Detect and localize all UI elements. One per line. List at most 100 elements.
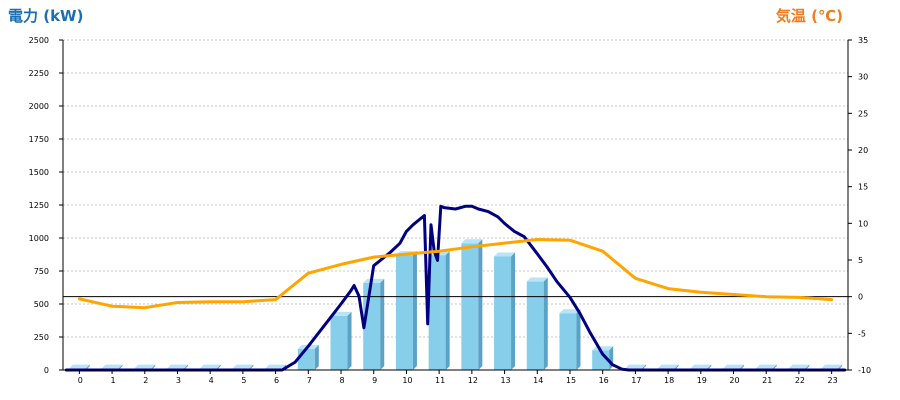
- x-tick-label: 18: [664, 376, 674, 385]
- left-tick-label: 2250: [29, 69, 49, 78]
- bar-side: [412, 251, 417, 370]
- bar: [330, 311, 352, 370]
- bar-side: [543, 277, 548, 370]
- bar-front: [494, 256, 512, 370]
- x-tick-label: 1: [111, 376, 116, 385]
- right-tick-label: 5: [858, 256, 863, 265]
- bar-top: [232, 364, 254, 369]
- x-tick-label: 20: [729, 376, 739, 385]
- bar-top: [788, 364, 810, 369]
- bar-top: [199, 364, 221, 369]
- bar-front: [395, 255, 413, 370]
- x-tick-label: 5: [241, 376, 246, 385]
- bar-front: [461, 243, 479, 370]
- bar-top: [101, 364, 123, 369]
- x-tick-label: 10: [402, 376, 412, 385]
- left-axis-title: 電力 (kW): [8, 7, 83, 25]
- x-tick-label: 6: [274, 376, 279, 385]
- bar-top: [68, 364, 90, 369]
- x-tick-label: 0: [78, 376, 83, 385]
- bar-top: [559, 309, 581, 314]
- bar-top: [265, 364, 287, 369]
- power-line: [64, 204, 847, 372]
- bar-side: [478, 239, 483, 370]
- left-tick-label: 250: [34, 333, 49, 342]
- x-tick-label: 4: [209, 376, 214, 385]
- left-tick-label: 500: [34, 300, 49, 309]
- bar-top: [461, 239, 483, 244]
- left-tick-label: 2500: [29, 36, 49, 45]
- left-tick-label: 0: [44, 366, 49, 375]
- bar-side: [511, 252, 516, 370]
- bar-top: [821, 364, 843, 369]
- x-tick-label: 2: [143, 376, 148, 385]
- x-tick-label: 22: [795, 376, 805, 385]
- bar-front: [428, 255, 446, 370]
- bar: [526, 277, 548, 370]
- right-tick-label: -5: [858, 329, 866, 338]
- axes: [59, 39, 852, 374]
- bar: [461, 239, 483, 370]
- x-tick-label: 23: [828, 376, 838, 385]
- right-tick-label: 10: [858, 219, 868, 228]
- x-tick-label: 9: [372, 376, 377, 385]
- tick-labels: 02505007501000125015001750200022502500-1…: [29, 36, 871, 385]
- bar-top: [526, 277, 548, 282]
- x-tick-label: 19: [697, 376, 707, 385]
- right-tick-label: 15: [858, 183, 868, 192]
- x-tick-label: 3: [176, 376, 181, 385]
- x-tick-label: 16: [599, 376, 609, 385]
- bar-side: [380, 278, 385, 370]
- x-tick-label: 13: [500, 376, 510, 385]
- temperature-line: [77, 238, 834, 310]
- left-tick-label: 2000: [29, 102, 49, 111]
- bar-front: [559, 313, 577, 370]
- bar: [363, 278, 385, 370]
- bar-series: [68, 239, 843, 370]
- left-tick-label: 1750: [29, 135, 49, 144]
- bar: [559, 309, 581, 370]
- bar-side: [609, 346, 614, 370]
- bar-top: [134, 364, 156, 369]
- left-tick-label: 1250: [29, 201, 49, 210]
- right-tick-label: 30: [858, 73, 868, 82]
- bar-side: [314, 344, 319, 370]
- bar-top: [166, 364, 188, 369]
- bar-top: [624, 364, 646, 369]
- bar-top: [657, 364, 679, 369]
- right-tick-label: -10: [858, 366, 871, 375]
- x-tick-label: 11: [435, 376, 445, 385]
- bar-top: [690, 364, 712, 369]
- right-tick-label: 0: [858, 293, 863, 302]
- line-series: [64, 204, 847, 372]
- left-tick-label: 1000: [29, 234, 49, 243]
- bar-side: [347, 311, 352, 370]
- bar-top: [363, 278, 385, 283]
- bar: [592, 346, 614, 370]
- x-tick-label: 14: [533, 376, 543, 385]
- right-axis-title: 気温 (℃): [776, 7, 843, 25]
- bar-side: [576, 309, 581, 370]
- bar: [395, 251, 417, 370]
- bar: [494, 252, 516, 370]
- bar-top: [494, 252, 516, 257]
- bar-front: [297, 348, 315, 370]
- bar-front: [330, 315, 348, 370]
- right-tick-label: 25: [858, 109, 868, 118]
- grid: [63, 39, 848, 338]
- right-tick-label: 20: [858, 146, 868, 155]
- left-tick-label: 750: [34, 267, 49, 276]
- x-tick-label: 8: [339, 376, 344, 385]
- bar-side: [445, 251, 450, 370]
- x-tick-label: 15: [566, 376, 576, 385]
- right-tick-label: 35: [858, 36, 868, 45]
- x-tick-label: 12: [468, 376, 478, 385]
- bar-top: [723, 364, 745, 369]
- bar-front: [526, 281, 544, 370]
- x-tick-label: 21: [762, 376, 772, 385]
- x-tick-label: 7: [307, 376, 312, 385]
- left-tick-label: 1500: [29, 168, 49, 177]
- bar: [428, 251, 450, 370]
- bar-front: [363, 282, 381, 370]
